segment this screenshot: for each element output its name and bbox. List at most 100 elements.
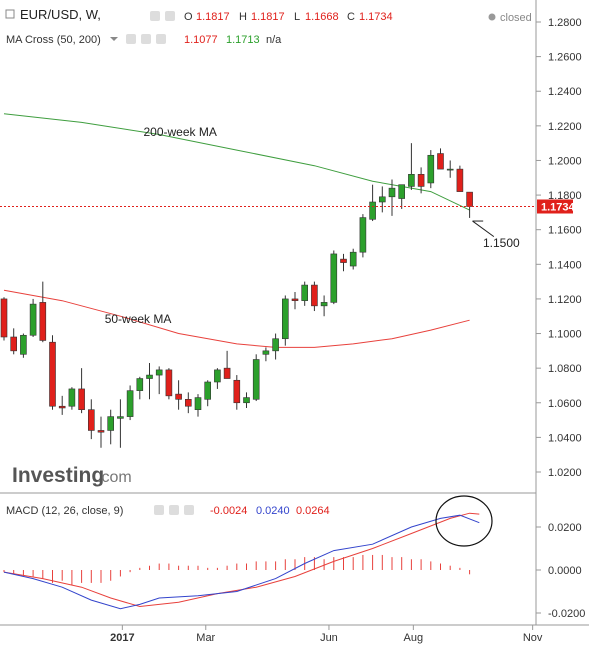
candle-body <box>437 153 444 170</box>
candle-body <box>291 298 299 301</box>
eye-icon[interactable] <box>150 11 160 21</box>
candle-body <box>456 168 464 192</box>
candle-body <box>272 338 279 352</box>
macd-tick-label: 0.0200 <box>548 522 582 534</box>
open-value: 1.1817 <box>196 11 230 23</box>
price-tick-label: 1.2200 <box>548 121 582 133</box>
macd-axis-ticks: 0.0200 0.0000 -0.0200 <box>536 522 585 620</box>
candle-body <box>388 187 396 198</box>
candlestick-series <box>0 143 473 448</box>
annotations: 200-week MA 50-week MA 1.1500 <box>105 125 520 326</box>
time-tick-label: Mar <box>196 632 215 644</box>
candle-body <box>262 350 270 355</box>
candle-body <box>10 336 17 352</box>
price-tick-label: 1.1000 <box>548 329 582 341</box>
candle-body <box>29 303 37 336</box>
time-tick-label: Aug <box>404 632 424 644</box>
price-tick-label: 1.1400 <box>548 259 582 271</box>
candle-body <box>252 359 260 400</box>
collapse-icon[interactable] <box>5 9 15 19</box>
candle-body <box>194 397 202 410</box>
candle-body <box>446 168 454 171</box>
candle-body <box>417 174 425 187</box>
candle-body <box>408 174 415 187</box>
candle-body <box>117 416 124 419</box>
price-tick-label: 1.2000 <box>548 155 582 167</box>
chevron-down-icon[interactable] <box>110 37 118 41</box>
candle-body <box>20 334 27 355</box>
candle-body <box>175 393 182 400</box>
time-tick-label: 2017 <box>110 632 134 644</box>
macd-hist-value: -0.0024 <box>210 505 247 517</box>
candle-body <box>214 369 221 383</box>
candle-body <box>165 369 173 397</box>
candle-body <box>330 253 338 303</box>
gear-icon[interactable] <box>141 34 151 44</box>
symbol-title: EUR/USD, W, <box>20 7 101 22</box>
gear-icon[interactable] <box>169 505 179 515</box>
chart-header: EUR/USD, W, O 1.1817 H 1.1817 L 1.1668 C… <box>5 7 532 24</box>
close-icon[interactable] <box>156 34 166 44</box>
market-status-dot <box>488 13 496 21</box>
eye-icon[interactable] <box>126 34 136 44</box>
price-tick-label: 1.0400 <box>548 432 582 444</box>
low-value: 1.1668 <box>305 11 339 23</box>
candle-body <box>146 374 153 379</box>
open-label: O <box>184 11 193 23</box>
header-settings-icons[interactable] <box>150 11 175 21</box>
candle-body <box>466 191 473 207</box>
logo-main: Investing <box>12 464 104 487</box>
macd-crossover-circle <box>435 495 493 547</box>
candle-body <box>58 405 66 409</box>
candle-body <box>126 390 134 417</box>
high-label: H <box>239 11 247 23</box>
gear-icon[interactable] <box>165 11 175 21</box>
ma50-line <box>3 289 470 348</box>
ma-cross-legend: MA Cross (50, 200) 1.1077 1.1713 n/a <box>6 34 282 46</box>
close-value: 1.1734 <box>359 11 393 23</box>
macd-legend: MACD (12, 26, close, 9) -0.0024 0.0240 0… <box>6 505 330 517</box>
eye-icon[interactable] <box>154 505 164 515</box>
logo-suffix: .com <box>97 469 132 486</box>
price-tick-label: 1.0200 <box>548 467 582 479</box>
candle-body <box>185 399 192 407</box>
candle-body <box>49 341 56 407</box>
price-tick-label: 1.2600 <box>548 52 582 64</box>
ma50-value: 1.1077 <box>184 34 218 46</box>
macd-signal-line <box>3 512 480 608</box>
investing-logo: Investing .com <box>12 464 132 487</box>
macd-line-value: 0.0240 <box>256 505 290 517</box>
candle-body <box>68 388 76 407</box>
macd-title: MACD (12, 26, close, 9) <box>6 505 123 517</box>
macd-tick-label: 0.0000 <box>548 565 582 577</box>
chart-annotation: 50-week MA <box>105 312 172 326</box>
close-label: C <box>347 11 355 23</box>
candle-body <box>340 258 347 263</box>
candle-body <box>359 217 367 253</box>
macd-histogram <box>3 554 471 586</box>
last-price-label: 1.1734 <box>541 202 576 214</box>
candle-body <box>39 302 47 341</box>
price-tick-label: 1.2400 <box>548 86 582 98</box>
price-tick-label: 1.0600 <box>548 398 582 410</box>
time-tick-label: Jun <box>320 632 338 644</box>
price-tick-label: 1.2800 <box>548 17 582 29</box>
low-label: L <box>294 11 300 23</box>
price-tick-label: 1.0800 <box>548 363 582 375</box>
macd-signal-value: 0.0264 <box>296 505 330 517</box>
close-icon[interactable] <box>184 505 194 515</box>
indicator-lines <box>3 113 480 610</box>
candle-body <box>97 430 105 433</box>
candle-body <box>78 388 85 410</box>
candle-body <box>369 201 376 220</box>
market-status: closed <box>500 12 532 24</box>
candle-body <box>281 298 289 340</box>
candle-body <box>301 284 309 301</box>
candle-body <box>349 251 357 267</box>
ma200-value: 1.1713 <box>226 34 260 46</box>
macd-tick-label: -0.0200 <box>548 608 585 620</box>
candle-body <box>243 397 250 404</box>
chart-annotation: 1.1500 <box>483 236 520 250</box>
candle-body <box>107 416 114 431</box>
